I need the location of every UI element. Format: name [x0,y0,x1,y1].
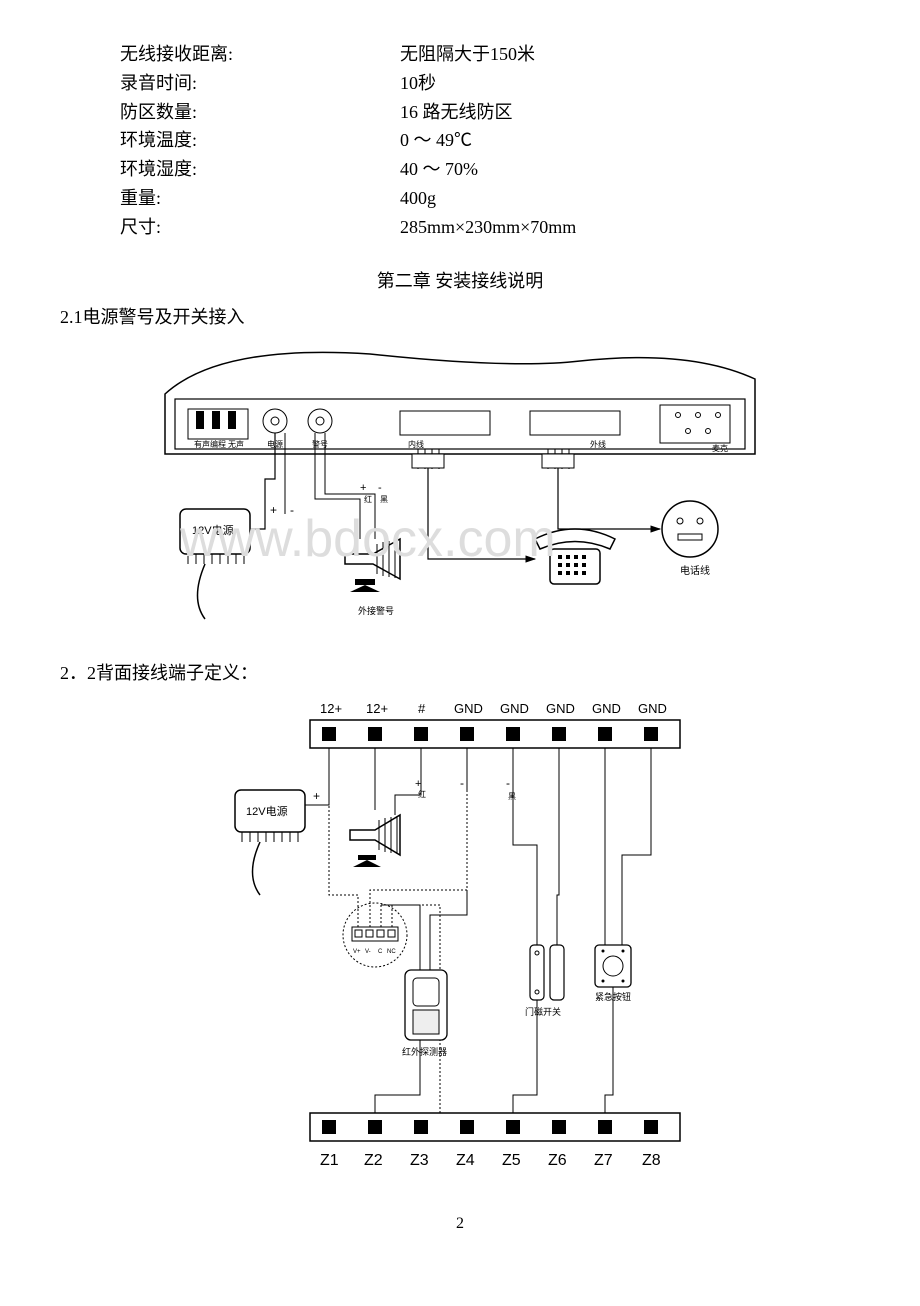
t-top-2: # [418,701,426,716]
t-bot-1: Z2 [364,1152,383,1169]
sub-nc: NC [387,949,396,955]
sub-c: C [378,949,383,955]
minus4: - [506,776,510,790]
spec-value: 40 ～ 70% [400,155,860,184]
t-top-6: GND [592,701,621,716]
wiring-diagram-1: 有声 编程 无声 电源 警号 内线 外线 麦克 [150,339,770,639]
ir-label: 红外探测器 [402,1046,447,1057]
t-bot-4: Z5 [502,1152,521,1169]
t-bot-0: Z1 [320,1152,339,1169]
label-outer: 外线 [590,439,606,449]
label-prog: 编程 [210,439,226,449]
sub-v-: V- [365,949,371,955]
spec-row: 环境温度: 0 ～ 49℃ [120,126,860,155]
t-top-7: GND [638,701,667,716]
spec-label: 录音时间: [120,69,400,98]
psu2-label: 12V电源 [246,804,288,818]
diagram-terminals: 12+ 12+ # GND GND GND GND GND 12V电源 + [60,695,860,1185]
t-bot-5: Z6 [548,1152,567,1169]
section-2-2-title: 2．2背面接线端子定义： [60,659,860,685]
t-top-5: GND [546,701,575,716]
spec-row: 尺寸: 285mm×230mm×70mm [120,213,860,242]
t-bot-6: Z7 [594,1152,613,1169]
spec-label: 环境湿度: [120,155,400,184]
spec-row: 录音时间: 10秒 [120,69,860,98]
minus2: - [378,482,382,494]
label-alarm: 警号 [312,439,328,449]
t-top-4: GND [500,701,529,716]
t-bot-7: Z8 [642,1152,661,1169]
wiring-diagram-2: 12+ 12+ # GND GND GND GND GND 12V电源 + [210,695,710,1185]
spec-row: 重量: 400g [120,184,860,213]
black-label: 黑 [380,495,388,504]
spec-value: 无阻隔大于150米 [400,40,860,69]
door-label: 门磁开关 [525,1006,561,1017]
psu-label: 12V电源 [192,523,234,537]
t-bot-3: Z4 [456,1152,475,1169]
spec-value: 10秒 [400,69,860,98]
t-top-0: 12+ [320,701,342,716]
page-number: 2 [60,1215,860,1233]
label-inner: 内线 [408,439,424,449]
minus-sign: - [290,503,294,517]
spec-row: 无线接收距离: 无阻隔大于150米 [120,40,860,69]
red2: 红 [418,789,426,799]
section-2-1-title: 2.1电源警号及开关接入 [60,303,860,329]
spec-value: 400g [400,184,860,213]
sub-v+: V+ [353,949,361,955]
spec-label: 重量: [120,184,400,213]
black2: 黑 [508,792,516,801]
spec-label: 环境温度: [120,126,400,155]
red-label: 红 [364,494,372,504]
phone-line-label: 电话线 [680,564,710,577]
spec-label: 尺寸: [120,213,400,242]
label-nosound: 无声 [228,439,244,449]
label-mic: 麦克 [712,443,728,453]
diagram-power-alarm: www.bdocx.com 有声 编程 无声 电源 警号 内线 外线 麦克 [60,339,860,639]
spec-row: 防区数量: 16 路无线防区 [120,98,860,127]
t-bot-2: Z3 [410,1152,429,1169]
label-sound: 有声 [194,439,210,449]
plus-sign: + [270,503,277,517]
t-top-3: GND [454,701,483,716]
plus4: + [415,778,421,790]
spec-label: 防区数量: [120,98,400,127]
spec-list: 无线接收距离: 无阻隔大于150米 录音时间: 10秒 防区数量: 16 路无线… [120,40,860,242]
spec-value: 0 ～ 49℃ [400,126,860,155]
spec-value: 285mm×230mm×70mm [400,213,860,242]
spec-row: 环境湿度: 40 ～ 70% [120,155,860,184]
chapter-title: 第二章 安装接线说明 [60,267,860,293]
spec-value: 16 路无线防区 [400,98,860,127]
spec-label: 无线接收距离: [120,40,400,69]
minus3: - [460,776,464,790]
plus2: + [360,482,366,494]
t-top-1: 12+ [366,701,388,716]
ext-siren-label: 外接警号 [358,605,394,616]
plus3: + [313,789,320,803]
